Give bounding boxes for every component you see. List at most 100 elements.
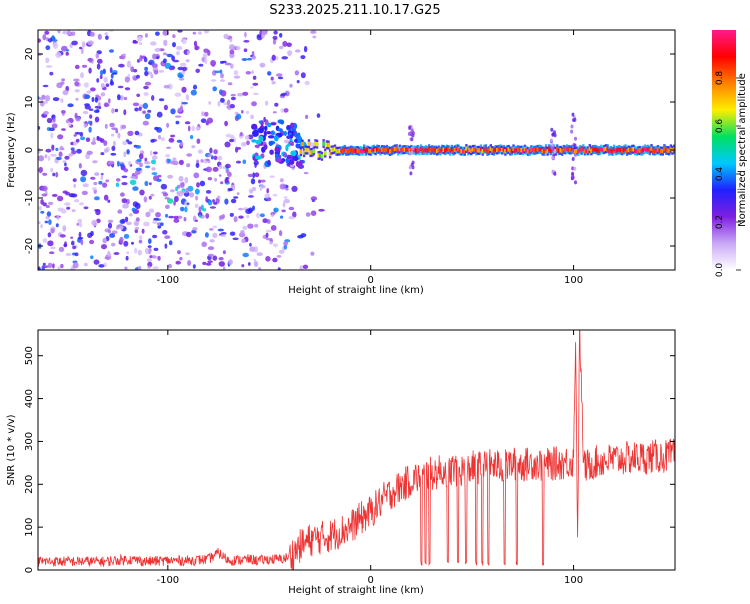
spectrogram-cell (63, 166, 69, 171)
signal-band-core (567, 147, 570, 152)
spectrogram-cell (164, 235, 171, 240)
spectrogram-cell (247, 262, 251, 266)
spectrogram-cell (144, 161, 151, 165)
spectrogram-cell (310, 196, 318, 201)
spectrogram-cell (222, 250, 226, 255)
spectrogram-cell (82, 110, 89, 115)
spectrogram-cell (226, 105, 231, 109)
colorbar-label: Normalized spectral amplitude (737, 73, 748, 227)
signal-band-core (559, 148, 562, 153)
spectrogram-cell (58, 246, 65, 253)
spectrogram-cell (92, 160, 98, 164)
spectrogram-cell (229, 49, 235, 55)
colorbar-tick-label: 0.8 (715, 71, 725, 86)
spectrogram-cell (42, 265, 49, 269)
spectrogram-cell (72, 262, 79, 269)
spectrogram-cell (294, 70, 300, 76)
spectrogram-cell (67, 103, 74, 108)
signal-flare-cell (551, 147, 555, 151)
spectrogram-cell (277, 267, 281, 270)
signal-band-core (535, 147, 538, 153)
signal-band-core (599, 147, 603, 152)
spectrogram-cell (169, 160, 176, 165)
spectrogram-x-tick-label: -100 (156, 275, 179, 286)
spectrogram-cell (253, 246, 259, 253)
spectrogram-cell (238, 207, 244, 211)
spectrogram-cell (168, 215, 175, 219)
signal-flare-cell (573, 166, 577, 171)
spectrogram-cell (145, 165, 151, 169)
signal-band-core (604, 146, 608, 151)
spectrogram-cell (134, 227, 140, 230)
spectrogram-cell (144, 33, 148, 38)
spectrogram-cell (94, 116, 100, 123)
signal-band-core (577, 149, 580, 154)
spectrogram-cell (38, 206, 42, 211)
spectrogram-cell (70, 147, 75, 151)
spectrogram-cell (229, 212, 234, 217)
signal-band-core (564, 147, 567, 153)
signal-band-core (502, 147, 505, 152)
signal-flare-cell (571, 157, 575, 161)
spectrogram-cell (192, 84, 198, 90)
spectrogram-cell (222, 165, 226, 170)
signal-band-core (427, 146, 431, 151)
spectrogram-cell (197, 149, 203, 154)
signal-band-core (475, 148, 478, 154)
signal-band-core (616, 148, 619, 153)
signal-flare-cell (550, 142, 554, 147)
spectrogram-cell (71, 209, 76, 213)
spectrogram-cell (285, 144, 289, 152)
spectrogram-cell (107, 98, 111, 104)
spectrogram-cell (178, 78, 185, 81)
signal-band-core (447, 147, 450, 152)
signal-band-core (611, 149, 614, 154)
signal-band-core (642, 148, 645, 153)
spectrogram-cell (278, 249, 285, 254)
spectrogram-cell (157, 256, 161, 261)
spectrogram-cell (172, 42, 176, 48)
spectrogram-cell (186, 153, 193, 157)
signal-band-core (380, 147, 384, 152)
spectrogram-cell (186, 50, 190, 55)
spectrogram-cell (300, 55, 306, 60)
signal-band-core (393, 146, 397, 152)
spectrogram-cell (253, 160, 259, 166)
spectrogram-cell (55, 223, 59, 228)
spectrogram-cell (131, 207, 136, 212)
spectrogram-cell (225, 163, 231, 169)
signal-band-core (591, 147, 595, 152)
signal-band-core (345, 149, 348, 154)
spectrogram-cell (226, 99, 231, 106)
spectrogram-cell (297, 234, 304, 239)
spectrogram-cell (141, 228, 145, 234)
snr-y-tick-label: 200 (24, 475, 35, 494)
signal-band-core (392, 147, 395, 153)
signal-band-core (442, 147, 445, 152)
spectrogram-cell (270, 76, 274, 81)
spectrogram-cell (139, 162, 143, 168)
spectrogram-cell (191, 125, 195, 132)
spectrogram-cell (56, 156, 62, 161)
signal-flare-cell (571, 171, 575, 176)
spectrogram-cell (251, 50, 255, 57)
spectrogram-cell (224, 178, 229, 183)
spectrogram-cell (206, 117, 213, 124)
spectrogram-cell (219, 164, 223, 169)
spectrogram-cell (68, 153, 74, 157)
spectrogram-cell (180, 141, 184, 147)
spectrogram-cell (132, 186, 139, 191)
spectrogram-cell (52, 42, 59, 50)
spectrogram-cell (143, 92, 149, 96)
signal-band-core (484, 146, 488, 151)
spectrogram-cell (156, 56, 160, 59)
spectrogram-cell (62, 225, 67, 232)
spectrogram-cell (103, 194, 109, 201)
spectrogram-cell (117, 85, 124, 89)
signal-band-core (424, 147, 428, 152)
spectrogram-cell (123, 109, 127, 116)
spectrogram-cell (272, 35, 278, 40)
spectrogram-cell (225, 169, 230, 174)
spectrogram-cell (55, 147, 59, 152)
spectrogram-cell (196, 138, 201, 144)
